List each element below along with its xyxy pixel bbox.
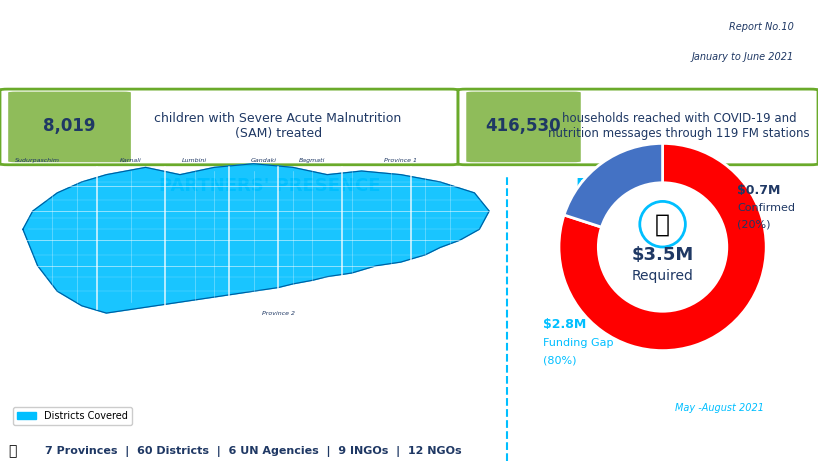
Wedge shape <box>564 143 663 227</box>
Circle shape <box>598 183 727 311</box>
Text: Province 1: Province 1 <box>384 157 417 163</box>
Text: 416,530: 416,530 <box>486 117 561 135</box>
FancyBboxPatch shape <box>458 89 818 165</box>
Text: $0.7M: $0.7M <box>737 184 780 197</box>
Text: COVID-19 Response Snapshot: COVID-19 Response Snapshot <box>330 51 586 66</box>
Text: Karnali: Karnali <box>120 157 142 163</box>
Text: $3.5M: $3.5M <box>631 246 694 264</box>
Text: $2.8M: $2.8M <box>543 318 587 331</box>
Text: children with Severe Acute Malnutrition
(SAM) treated: children with Severe Acute Malnutrition … <box>155 112 402 140</box>
Text: Required: Required <box>631 269 694 283</box>
Text: PARTNERS' PRESENCE: PARTNERS' PRESENCE <box>160 177 380 195</box>
Text: Gandaki: Gandaki <box>250 157 276 163</box>
Text: NUTRITION CLUSTER: NUTRITION CLUSTER <box>282 11 634 40</box>
Text: 8,019: 8,019 <box>43 117 96 135</box>
Text: Report No.10: Report No.10 <box>729 22 793 32</box>
Text: (80%): (80%) <box>543 356 577 366</box>
Text: 7 Provinces  |  60 Districts  |  6 UN Agencies  |  9 INGOs  |  12 NGOs: 7 Provinces | 60 Districts | 6 UN Agenci… <box>45 446 462 457</box>
Wedge shape <box>559 143 766 351</box>
Text: 💰: 💰 <box>655 212 670 236</box>
Text: 📍: 📍 <box>8 445 16 459</box>
Text: Province 2: Province 2 <box>262 311 294 316</box>
Text: January to June 2021: January to June 2021 <box>691 52 793 62</box>
Text: Bagmati: Bagmati <box>299 157 326 163</box>
Text: (20%): (20%) <box>737 219 771 229</box>
Text: FUNDING: FUNDING <box>575 177 668 195</box>
Polygon shape <box>23 164 489 313</box>
FancyBboxPatch shape <box>466 92 581 162</box>
FancyBboxPatch shape <box>0 89 458 165</box>
Legend: Districts Covered: Districts Covered <box>13 407 132 425</box>
Text: Sudurpaschim: Sudurpaschim <box>15 157 61 163</box>
Text: Lumbini: Lumbini <box>182 157 207 163</box>
Text: May -August 2021: May -August 2021 <box>675 403 764 413</box>
Text: Funding Gap: Funding Gap <box>543 339 614 348</box>
Text: households reached with COVID-19 and
nutrition messages through 119 FM stations: households reached with COVID-19 and nut… <box>548 112 810 140</box>
FancyBboxPatch shape <box>8 92 131 162</box>
Text: Confirmed: Confirmed <box>737 203 795 212</box>
